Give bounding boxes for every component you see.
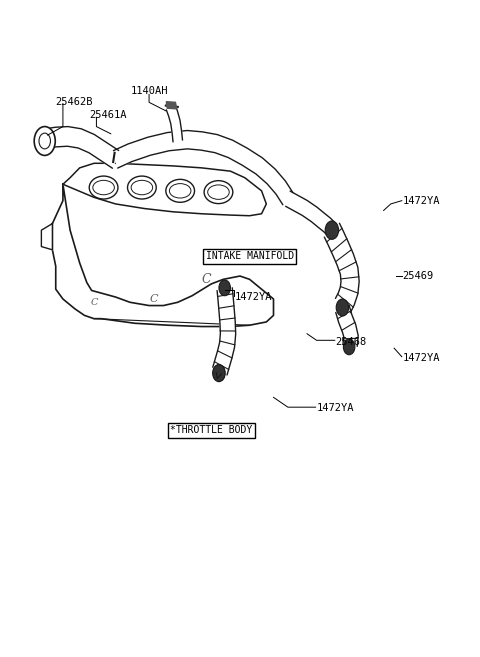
Polygon shape xyxy=(213,288,236,375)
Circle shape xyxy=(336,299,348,316)
Text: 1472YA: 1472YA xyxy=(317,403,354,413)
Polygon shape xyxy=(41,223,52,250)
Polygon shape xyxy=(47,127,119,168)
Polygon shape xyxy=(286,191,335,235)
Circle shape xyxy=(34,127,55,156)
Circle shape xyxy=(325,221,338,239)
Circle shape xyxy=(343,339,355,355)
Text: 1472YA: 1472YA xyxy=(403,196,440,206)
Text: 25462B: 25462B xyxy=(56,97,93,107)
Text: C: C xyxy=(150,294,158,304)
Text: *THROTTLE BODY: *THROTTLE BODY xyxy=(170,425,252,435)
Text: C: C xyxy=(202,273,211,286)
Text: 1472YA: 1472YA xyxy=(403,353,440,363)
Polygon shape xyxy=(113,131,293,205)
Text: 25461A: 25461A xyxy=(89,110,127,120)
Text: 25469: 25469 xyxy=(403,271,434,281)
Text: 1472YA: 1472YA xyxy=(235,292,273,302)
Circle shape xyxy=(213,365,225,382)
Text: C: C xyxy=(90,298,98,307)
Polygon shape xyxy=(52,184,274,327)
Text: 25468: 25468 xyxy=(336,336,367,347)
Polygon shape xyxy=(324,223,359,313)
Circle shape xyxy=(219,280,230,296)
Polygon shape xyxy=(63,164,266,215)
Text: INTAKE MANIFOLD: INTAKE MANIFOLD xyxy=(205,252,294,261)
Text: 1140AH: 1140AH xyxy=(130,86,168,96)
Polygon shape xyxy=(336,306,358,346)
Polygon shape xyxy=(167,104,182,142)
Polygon shape xyxy=(166,102,177,109)
